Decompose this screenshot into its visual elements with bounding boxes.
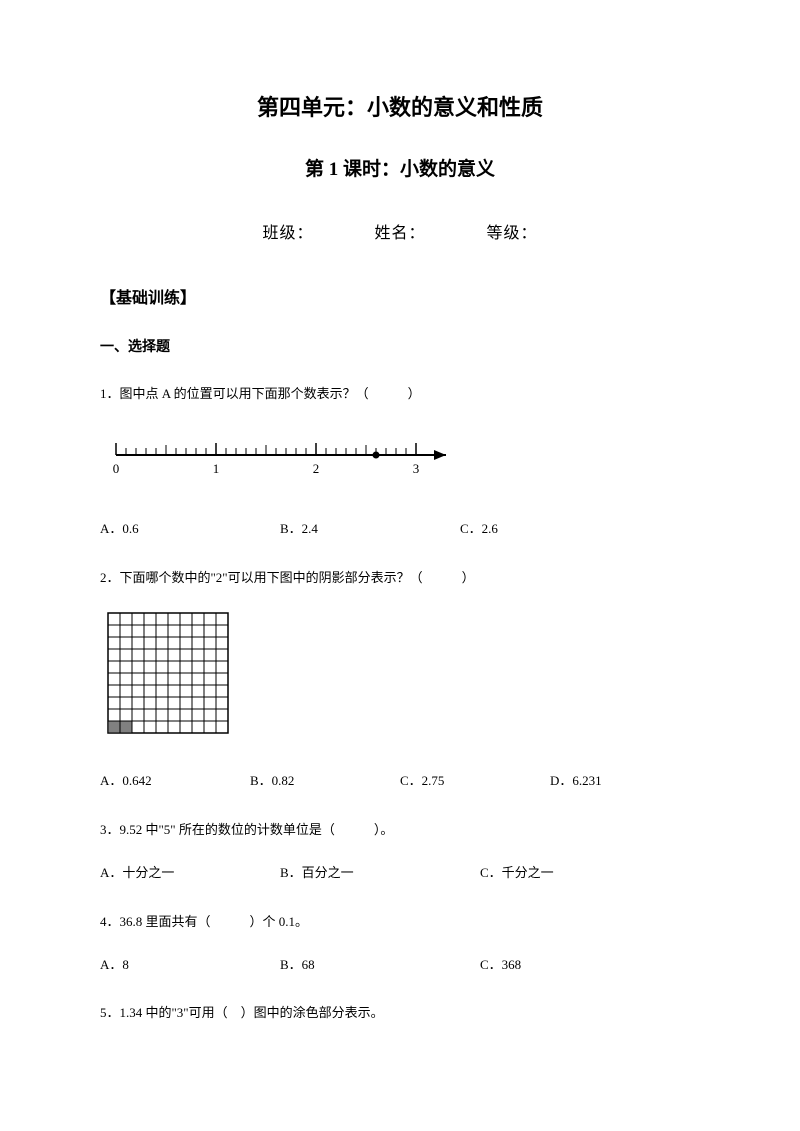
numberline-figure: 0 1 2 3 <box>106 427 700 491</box>
grid-figure <box>106 611 700 749</box>
section-training: 【基础训练】 <box>100 286 700 312</box>
q3-text: 3．9.52 中"5" 所在的数位的计数单位是（ ）。 <box>100 820 700 841</box>
q3-opt-c: C．千分之一 <box>480 863 554 884</box>
name-label: 姓名： <box>374 225 425 242</box>
q1-text: 1．图中点 A 的位置可以用下面那个数表示？（ ） <box>100 384 700 405</box>
grade-label: 等级： <box>487 225 538 242</box>
q5-text: 5．1.34 中的"3"可用（ ）图中的涂色部分表示。 <box>100 1003 700 1024</box>
q2-opt-d: D．6.231 <box>550 771 602 792</box>
class-label: 班级： <box>262 225 313 242</box>
q4-options: A．8 B．68 C．368 <box>100 955 700 976</box>
q1-opt-c: C．2.6 <box>460 519 498 540</box>
q4-opt-b: B．68 <box>280 955 470 976</box>
q3-options: A．十分之一 B．百分之一 C．千分之一 <box>100 863 700 884</box>
mc-heading: 一、选择题 <box>100 337 700 359</box>
q2-text: 2．下面哪个数中的"2"可以用下图中的阴影部分表示？（ ） <box>100 568 700 589</box>
q3-opt-b: B．百分之一 <box>280 863 470 884</box>
q1-opt-a: A．0.6 <box>100 519 270 540</box>
q3-opt-a: A．十分之一 <box>100 863 270 884</box>
q4-opt-c: C．368 <box>480 955 521 976</box>
q2-opt-c: C．2.75 <box>400 771 540 792</box>
unit-title: 第四单元：小数的意义和性质 <box>100 90 700 125</box>
q4-opt-a: A．8 <box>100 955 270 976</box>
q2-options: A．0.642 B．0.82 C．2.75 D．6.231 <box>100 771 700 792</box>
q4-text: 4．36.8 里面共有（ ）个 0.1。 <box>100 912 700 933</box>
svg-text:1: 1 <box>213 461 220 476</box>
q1-options: A．0.6 B．2.4 C．2.6 <box>100 519 700 540</box>
q2-opt-a: A．0.642 <box>100 771 240 792</box>
q1-opt-b: B．2.4 <box>280 519 450 540</box>
student-info-line: 班级： 姓名： 等级： <box>100 221 700 247</box>
svg-text:2: 2 <box>313 461 320 476</box>
q2-opt-b: B．0.82 <box>250 771 390 792</box>
svg-text:3: 3 <box>413 461 420 476</box>
svg-text:0: 0 <box>113 461 120 476</box>
lesson-title: 第 1 课时：小数的意义 <box>100 155 700 185</box>
